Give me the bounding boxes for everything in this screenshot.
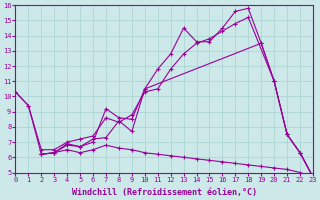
X-axis label: Windchill (Refroidissement éolien,°C): Windchill (Refroidissement éolien,°C): [72, 188, 257, 197]
